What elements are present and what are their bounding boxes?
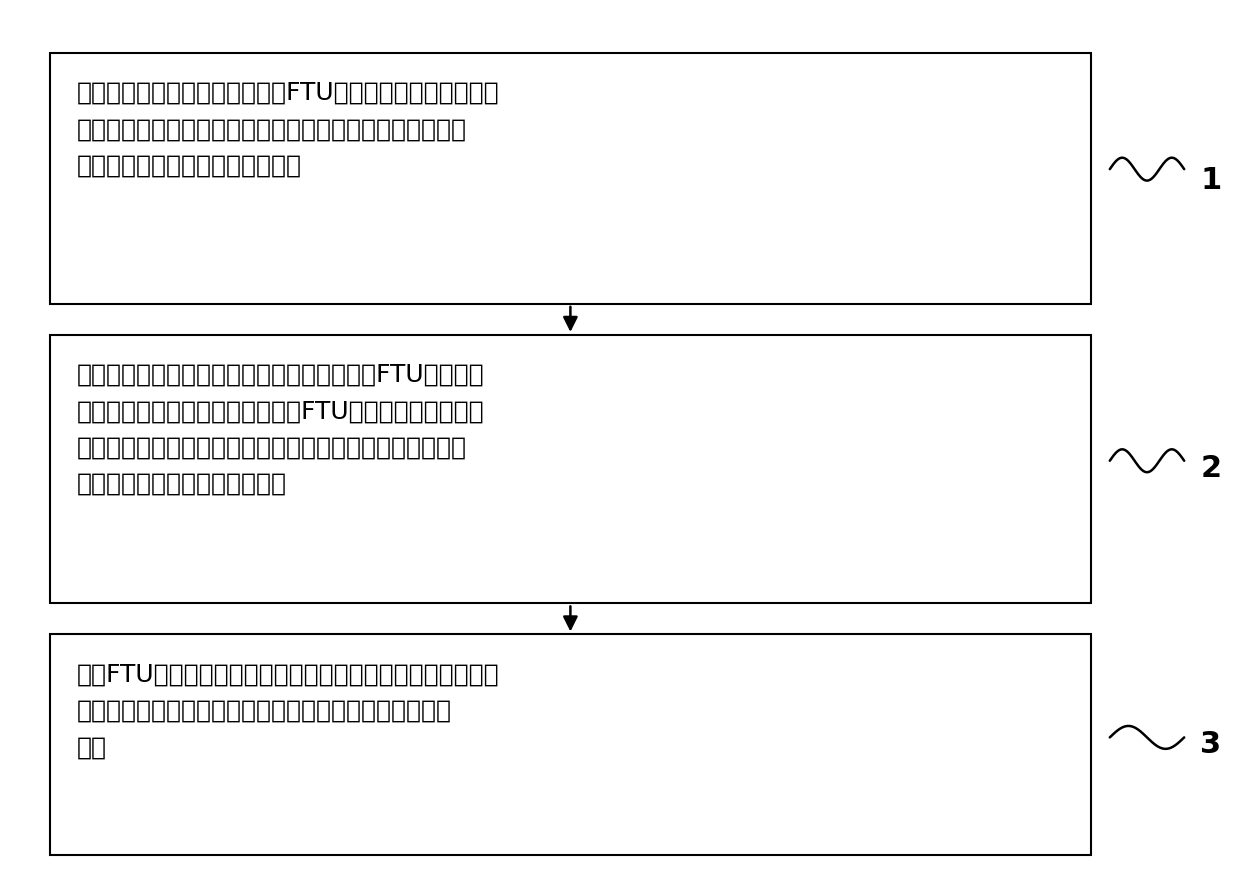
FancyBboxPatch shape: [50, 335, 1091, 603]
FancyBboxPatch shape: [50, 53, 1091, 304]
Text: 1: 1: [1200, 167, 1221, 195]
Text: 针对FTU容易发生漏报、误报的情况给出了相应判据，该判据
能有效提高故障定位准确率，且对于正常上报情况并不影
响。: 针对FTU容易发生漏报、误报的情况给出了相应判据，该判据 能有效提高故障定位准确…: [77, 663, 500, 759]
Text: 将配电网中装有馈线终端设备（FTU）的断路器、分段开关看
做顶点，馈线段看做弧，且弧的方向是线路上潮流的方向，
可以将配电网映射为一个有向图。: 将配电网中装有馈线终端设备（FTU）的断路器、分段开关看 做顶点，馈线段看做弧，…: [77, 81, 500, 178]
FancyBboxPatch shape: [50, 634, 1091, 855]
Text: 根据配电网的有向图，可以得到各区域故障时FTU上传的理
想故障矩阵记录于主站中，再根据FTU的实际上传信息得到
一个矩阵，两者相减得到故障判别矩阵，通过分析故障: 根据配电网的有向图，可以得到各区域故障时FTU上传的理 想故障矩阵记录于主站中，…: [77, 363, 485, 496]
Text: 3: 3: [1200, 730, 1221, 759]
Text: 2: 2: [1200, 455, 1221, 483]
